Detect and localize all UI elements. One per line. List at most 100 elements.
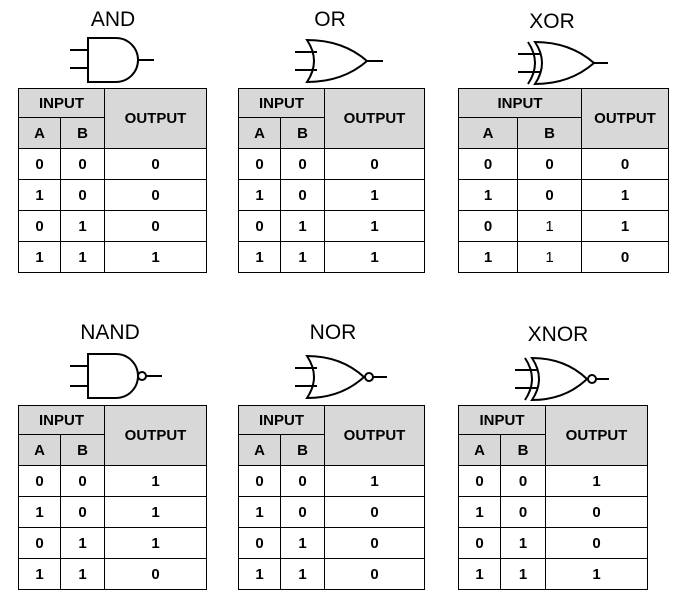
col-a-header: A bbox=[458, 117, 518, 149]
cell: 0 bbox=[60, 465, 105, 497]
cell: 1 bbox=[104, 241, 207, 273]
input-header: INPUT bbox=[238, 88, 325, 118]
cell: 0 bbox=[238, 148, 281, 180]
input-header: INPUT bbox=[18, 88, 105, 118]
output-header: OUTPUT bbox=[545, 405, 648, 466]
output-header: OUTPUT bbox=[104, 88, 207, 149]
col-b-header: B bbox=[60, 434, 105, 466]
col-b-header: B bbox=[60, 117, 105, 149]
cell: 0 bbox=[324, 496, 425, 528]
cell: 1 bbox=[18, 558, 61, 590]
cell: 0 bbox=[238, 210, 281, 242]
cell: 0 bbox=[517, 179, 582, 211]
cell: 1 bbox=[517, 210, 582, 242]
xnor-gate-icon bbox=[515, 356, 609, 402]
cell: 1 bbox=[60, 210, 105, 242]
cell: 1 bbox=[18, 179, 61, 211]
cell: 0 bbox=[500, 465, 546, 497]
cell: 1 bbox=[517, 241, 582, 273]
cell: 0 bbox=[60, 179, 105, 211]
xor-gate-icon bbox=[518, 40, 608, 86]
cell: 1 bbox=[238, 179, 281, 211]
nand-gate-icon bbox=[70, 353, 162, 399]
cell: 0 bbox=[104, 210, 207, 242]
cell: 1 bbox=[458, 241, 518, 273]
cell: 1 bbox=[458, 179, 518, 211]
cell: 0 bbox=[517, 148, 582, 180]
cell: 0 bbox=[280, 179, 325, 211]
gate-title-or: OR bbox=[314, 8, 346, 31]
cell: 1 bbox=[324, 179, 425, 211]
cell: 0 bbox=[104, 179, 207, 211]
cell: 0 bbox=[458, 527, 501, 559]
cell: 0 bbox=[581, 148, 669, 180]
cell: 1 bbox=[104, 496, 207, 528]
cell: 1 bbox=[60, 558, 105, 590]
gate-title-xnor: XNOR bbox=[527, 323, 589, 346]
cell: 0 bbox=[18, 465, 61, 497]
cell: 0 bbox=[60, 148, 105, 180]
cell: 1 bbox=[458, 558, 501, 590]
cell: 1 bbox=[60, 527, 105, 559]
cell: 1 bbox=[280, 241, 325, 273]
cell: 1 bbox=[238, 496, 281, 528]
output-header: OUTPUT bbox=[324, 88, 425, 149]
cell: 1 bbox=[60, 241, 105, 273]
cell: 0 bbox=[238, 465, 281, 497]
cell: 0 bbox=[280, 496, 325, 528]
cell: 0 bbox=[324, 527, 425, 559]
input-header: INPUT bbox=[18, 405, 105, 435]
col-a-header: A bbox=[18, 434, 61, 466]
cell: 0 bbox=[324, 558, 425, 590]
cell: 1 bbox=[324, 210, 425, 242]
cell: 0 bbox=[545, 496, 648, 528]
cell: 1 bbox=[545, 465, 648, 497]
col-a-header: A bbox=[238, 117, 281, 149]
and-gate-icon bbox=[70, 37, 154, 83]
output-header: OUTPUT bbox=[324, 405, 425, 466]
cell: 1 bbox=[324, 241, 425, 273]
cell: 1 bbox=[238, 558, 281, 590]
cell: 0 bbox=[104, 148, 207, 180]
cell: 0 bbox=[458, 465, 501, 497]
cell: 1 bbox=[581, 210, 669, 242]
cell: 0 bbox=[458, 148, 518, 180]
cell: 1 bbox=[581, 179, 669, 211]
cell: 0 bbox=[238, 527, 281, 559]
cell: 0 bbox=[60, 496, 105, 528]
gate-title-nor: NOR bbox=[309, 321, 357, 344]
col-b-header: B bbox=[280, 434, 325, 466]
input-header: INPUT bbox=[238, 405, 325, 435]
col-b-header: B bbox=[280, 117, 325, 149]
cell: 0 bbox=[18, 527, 61, 559]
col-a-header: A bbox=[458, 434, 501, 466]
cell: 0 bbox=[18, 148, 61, 180]
cell: 1 bbox=[280, 558, 325, 590]
cell: 0 bbox=[324, 148, 425, 180]
cell: 1 bbox=[500, 558, 546, 590]
cell: 1 bbox=[104, 465, 207, 497]
cell: 1 bbox=[238, 241, 281, 273]
col-b-header: B bbox=[517, 117, 582, 149]
